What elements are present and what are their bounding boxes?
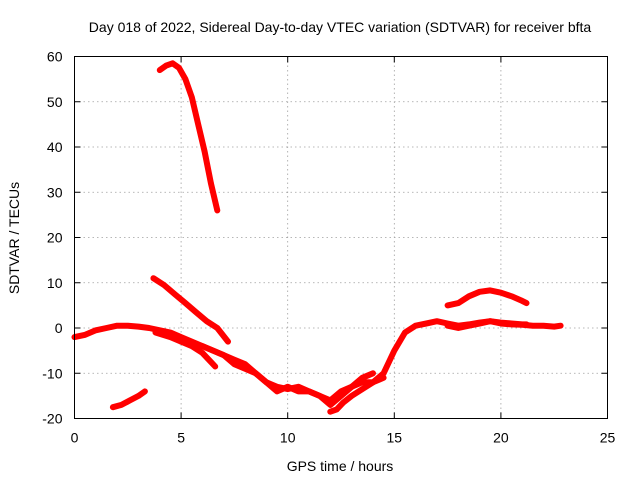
x-tick-label: 20: [493, 430, 509, 446]
series-arc-low: [109, 388, 148, 411]
x-tick-labels: 0 5 10 15 20 25: [71, 430, 616, 446]
x-tick-label: 15: [387, 430, 403, 446]
series-arc-dip: [327, 374, 387, 415]
y-tick-label: 20: [47, 230, 63, 246]
x-tick-label: 25: [600, 430, 616, 446]
x-axis-label: GPS time / hours: [287, 458, 394, 474]
grid: [74, 56, 608, 419]
y-tick-label: 30: [47, 184, 63, 200]
series-arc-high: [156, 60, 221, 214]
y-tick-label: -20: [42, 411, 62, 427]
series-arc-main-1: [71, 318, 564, 404]
y-tick-label: -10: [42, 365, 62, 381]
y-tick-label: 0: [55, 320, 63, 336]
x-tick-label: 10: [280, 430, 296, 446]
y-tick-label: 50: [47, 94, 63, 110]
x-tick-label: 0: [71, 430, 79, 446]
y-tick-labels: -20 -10 0 10 20 30 40 50 60: [42, 49, 62, 427]
series-arc-short-mid: [178, 338, 219, 370]
x-tick-label: 5: [177, 430, 185, 446]
y-tick-label: 60: [47, 49, 63, 65]
y-tick-label: 10: [47, 275, 63, 291]
y-tick-label: 40: [47, 139, 63, 155]
chart-title: Day 018 of 2022, Sidereal Day-to-day VTE…: [89, 19, 592, 35]
ticks: [74, 56, 608, 419]
y-axis-label: SDTVAR / TECUs: [6, 182, 22, 294]
series-arc-late-flat: [444, 318, 530, 331]
series-arc-late-hump: [444, 287, 530, 309]
series-group: [71, 60, 564, 415]
series-arc-main-2: [152, 329, 376, 408]
series-arc-descending: [150, 275, 231, 345]
